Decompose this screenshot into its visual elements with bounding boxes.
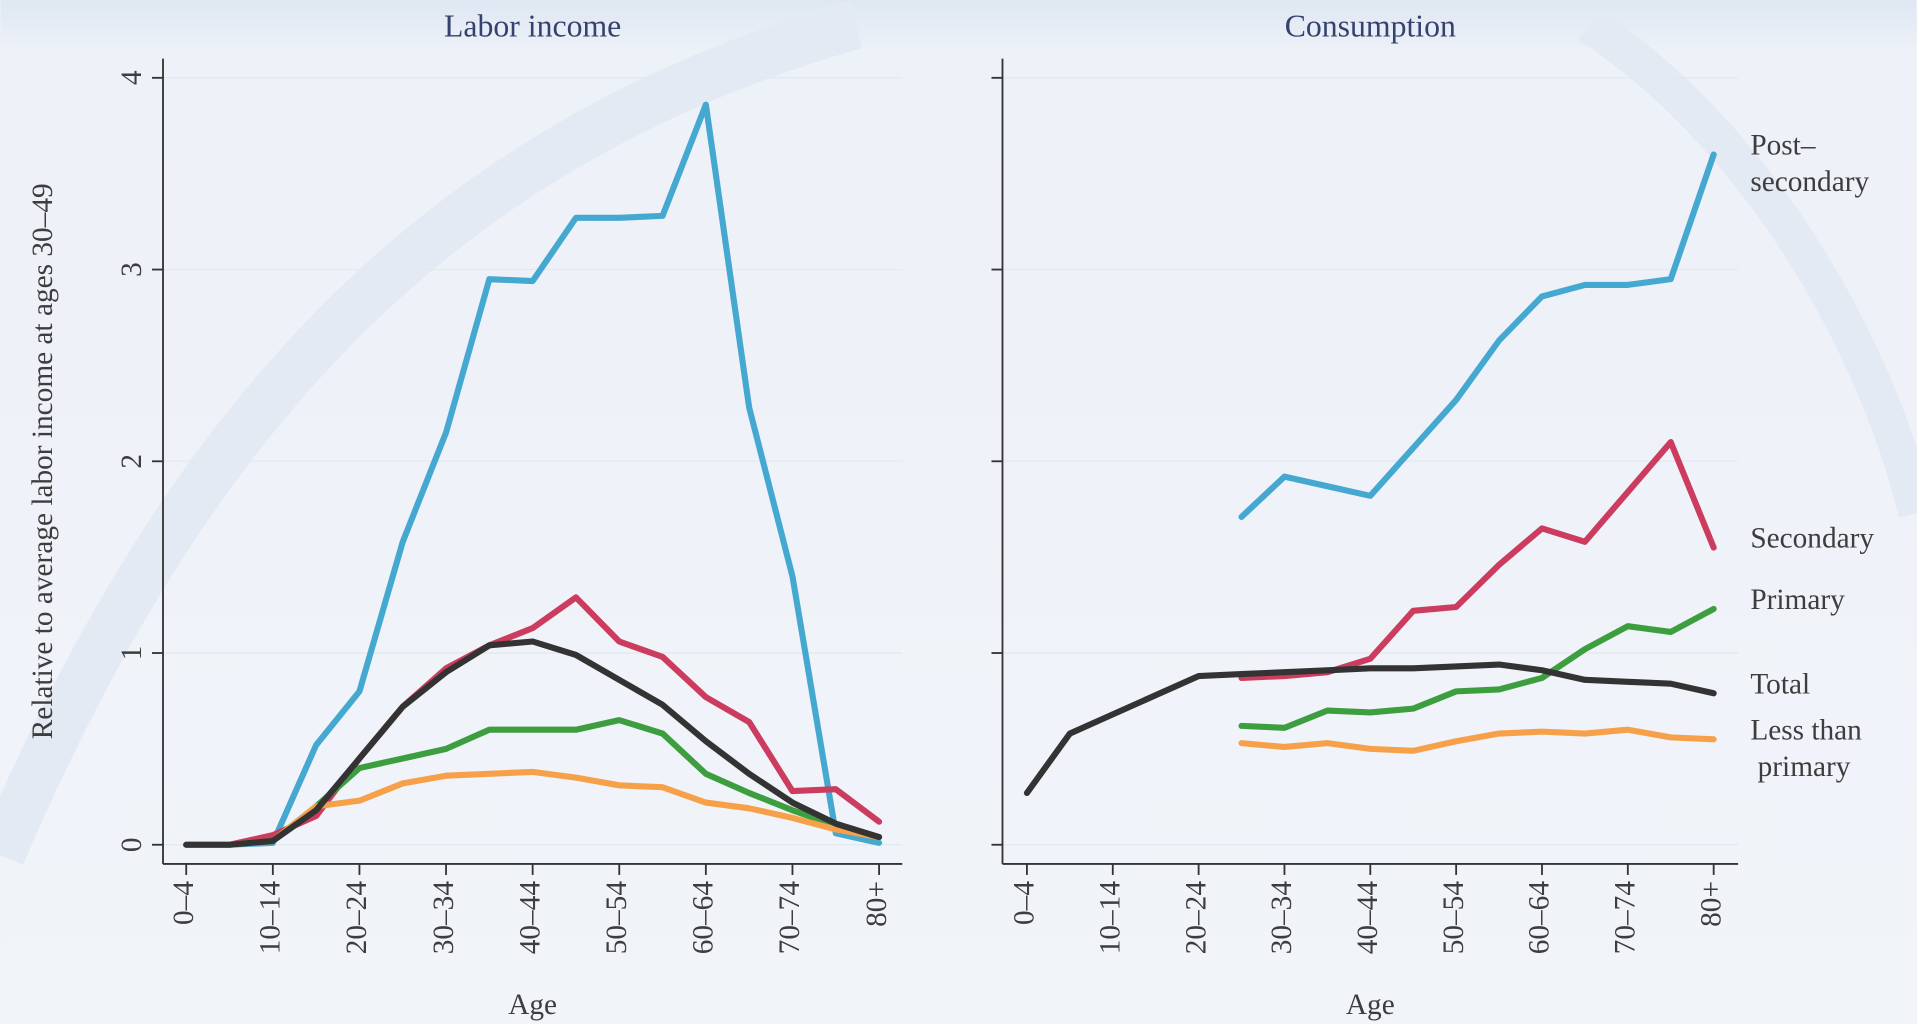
legend-line: Total [1750,668,1810,700]
legend-label: Total [1750,668,1810,700]
legend-line: Post– [1750,130,1816,162]
series-line [1238,151,1717,520]
legend-line: primary [1750,751,1850,783]
series-line [1023,661,1717,797]
x-tick-label: 30–34 [428,881,460,955]
y-tick-label: 1 [116,646,148,661]
x-tick-label: 10–14 [255,881,287,955]
x-tick-label: 60–64 [1524,881,1556,955]
x-tick-label: 0–4 [168,881,200,925]
x-tick-label: 0–4 [1009,881,1041,925]
panel-title: Labor income [444,9,621,44]
y-axis-label: Relative to average labor income at ages… [27,183,59,739]
x-tick-label: 80+ [1695,881,1727,927]
decoration [1578,9,1917,518]
legend-label: Secondary [1750,523,1874,555]
legend-label: Primary [1750,584,1845,616]
panel-title: Consumption [1285,9,1456,44]
legend-label: Post– secondary [1750,130,1869,199]
legend-label: Less than primary [1750,714,1862,783]
series-line [1238,605,1717,731]
x-tick-label: 60–64 [688,881,720,955]
series-line [1238,726,1717,754]
x-tick-label: 50–54 [1438,881,1470,955]
y-tick-label: 0 [116,837,148,852]
y-tick-label: 4 [116,70,148,85]
x-axis-label: Age [508,989,557,1021]
legend-line: secondary [1750,166,1869,198]
x-tick-label: 40–44 [514,881,546,955]
x-tick-label: 70–74 [1610,881,1642,955]
x-tick-label: 20–24 [1180,881,1212,955]
x-tick-label: 50–54 [601,881,633,955]
series-line [183,638,883,848]
x-tick-label: 20–24 [341,881,373,955]
legend-line: Primary [1750,584,1845,616]
x-axis-label: Age [1346,989,1395,1021]
x-tick-label: 30–34 [1266,881,1298,955]
x-tick-label: 10–14 [1095,881,1127,955]
decoration [0,0,863,866]
series-line [183,101,883,848]
y-tick-label: 3 [116,262,148,277]
x-tick-label: 80+ [861,881,893,927]
x-tick-label: 40–44 [1352,881,1384,955]
legend-line: Less than [1750,714,1862,746]
x-tick-label: 70–74 [774,881,806,955]
legend-line: Secondary [1750,523,1874,555]
y-tick-label: 2 [116,454,148,469]
